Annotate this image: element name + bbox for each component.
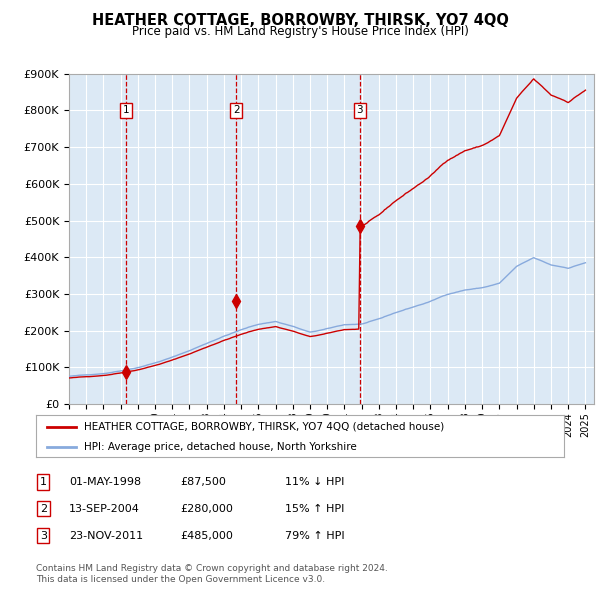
Text: Contains HM Land Registry data © Crown copyright and database right 2024.: Contains HM Land Registry data © Crown c… xyxy=(36,565,388,573)
Text: 2: 2 xyxy=(233,106,239,116)
Text: This data is licensed under the Open Government Licence v3.0.: This data is licensed under the Open Gov… xyxy=(36,575,325,584)
Text: 15% ↑ HPI: 15% ↑ HPI xyxy=(285,504,344,513)
Text: 01-MAY-1998: 01-MAY-1998 xyxy=(69,477,141,487)
Text: 11% ↓ HPI: 11% ↓ HPI xyxy=(285,477,344,487)
Text: 3: 3 xyxy=(356,106,363,116)
Text: 79% ↑ HPI: 79% ↑ HPI xyxy=(285,531,344,540)
Text: HPI: Average price, detached house, North Yorkshire: HPI: Average price, detached house, Nort… xyxy=(83,442,356,451)
Text: £485,000: £485,000 xyxy=(180,531,233,540)
Text: 3: 3 xyxy=(40,531,47,540)
Text: HEATHER COTTAGE, BORROWBY, THIRSK, YO7 4QQ: HEATHER COTTAGE, BORROWBY, THIRSK, YO7 4… xyxy=(92,13,508,28)
Text: 2: 2 xyxy=(40,504,47,513)
Text: £87,500: £87,500 xyxy=(180,477,226,487)
Text: £280,000: £280,000 xyxy=(180,504,233,513)
Text: Price paid vs. HM Land Registry's House Price Index (HPI): Price paid vs. HM Land Registry's House … xyxy=(131,25,469,38)
Text: 23-NOV-2011: 23-NOV-2011 xyxy=(69,531,143,540)
Text: HEATHER COTTAGE, BORROWBY, THIRSK, YO7 4QQ (detached house): HEATHER COTTAGE, BORROWBY, THIRSK, YO7 4… xyxy=(83,422,444,432)
Text: 1: 1 xyxy=(123,106,130,116)
Text: 1: 1 xyxy=(40,477,47,487)
Text: 13-SEP-2004: 13-SEP-2004 xyxy=(69,504,140,513)
